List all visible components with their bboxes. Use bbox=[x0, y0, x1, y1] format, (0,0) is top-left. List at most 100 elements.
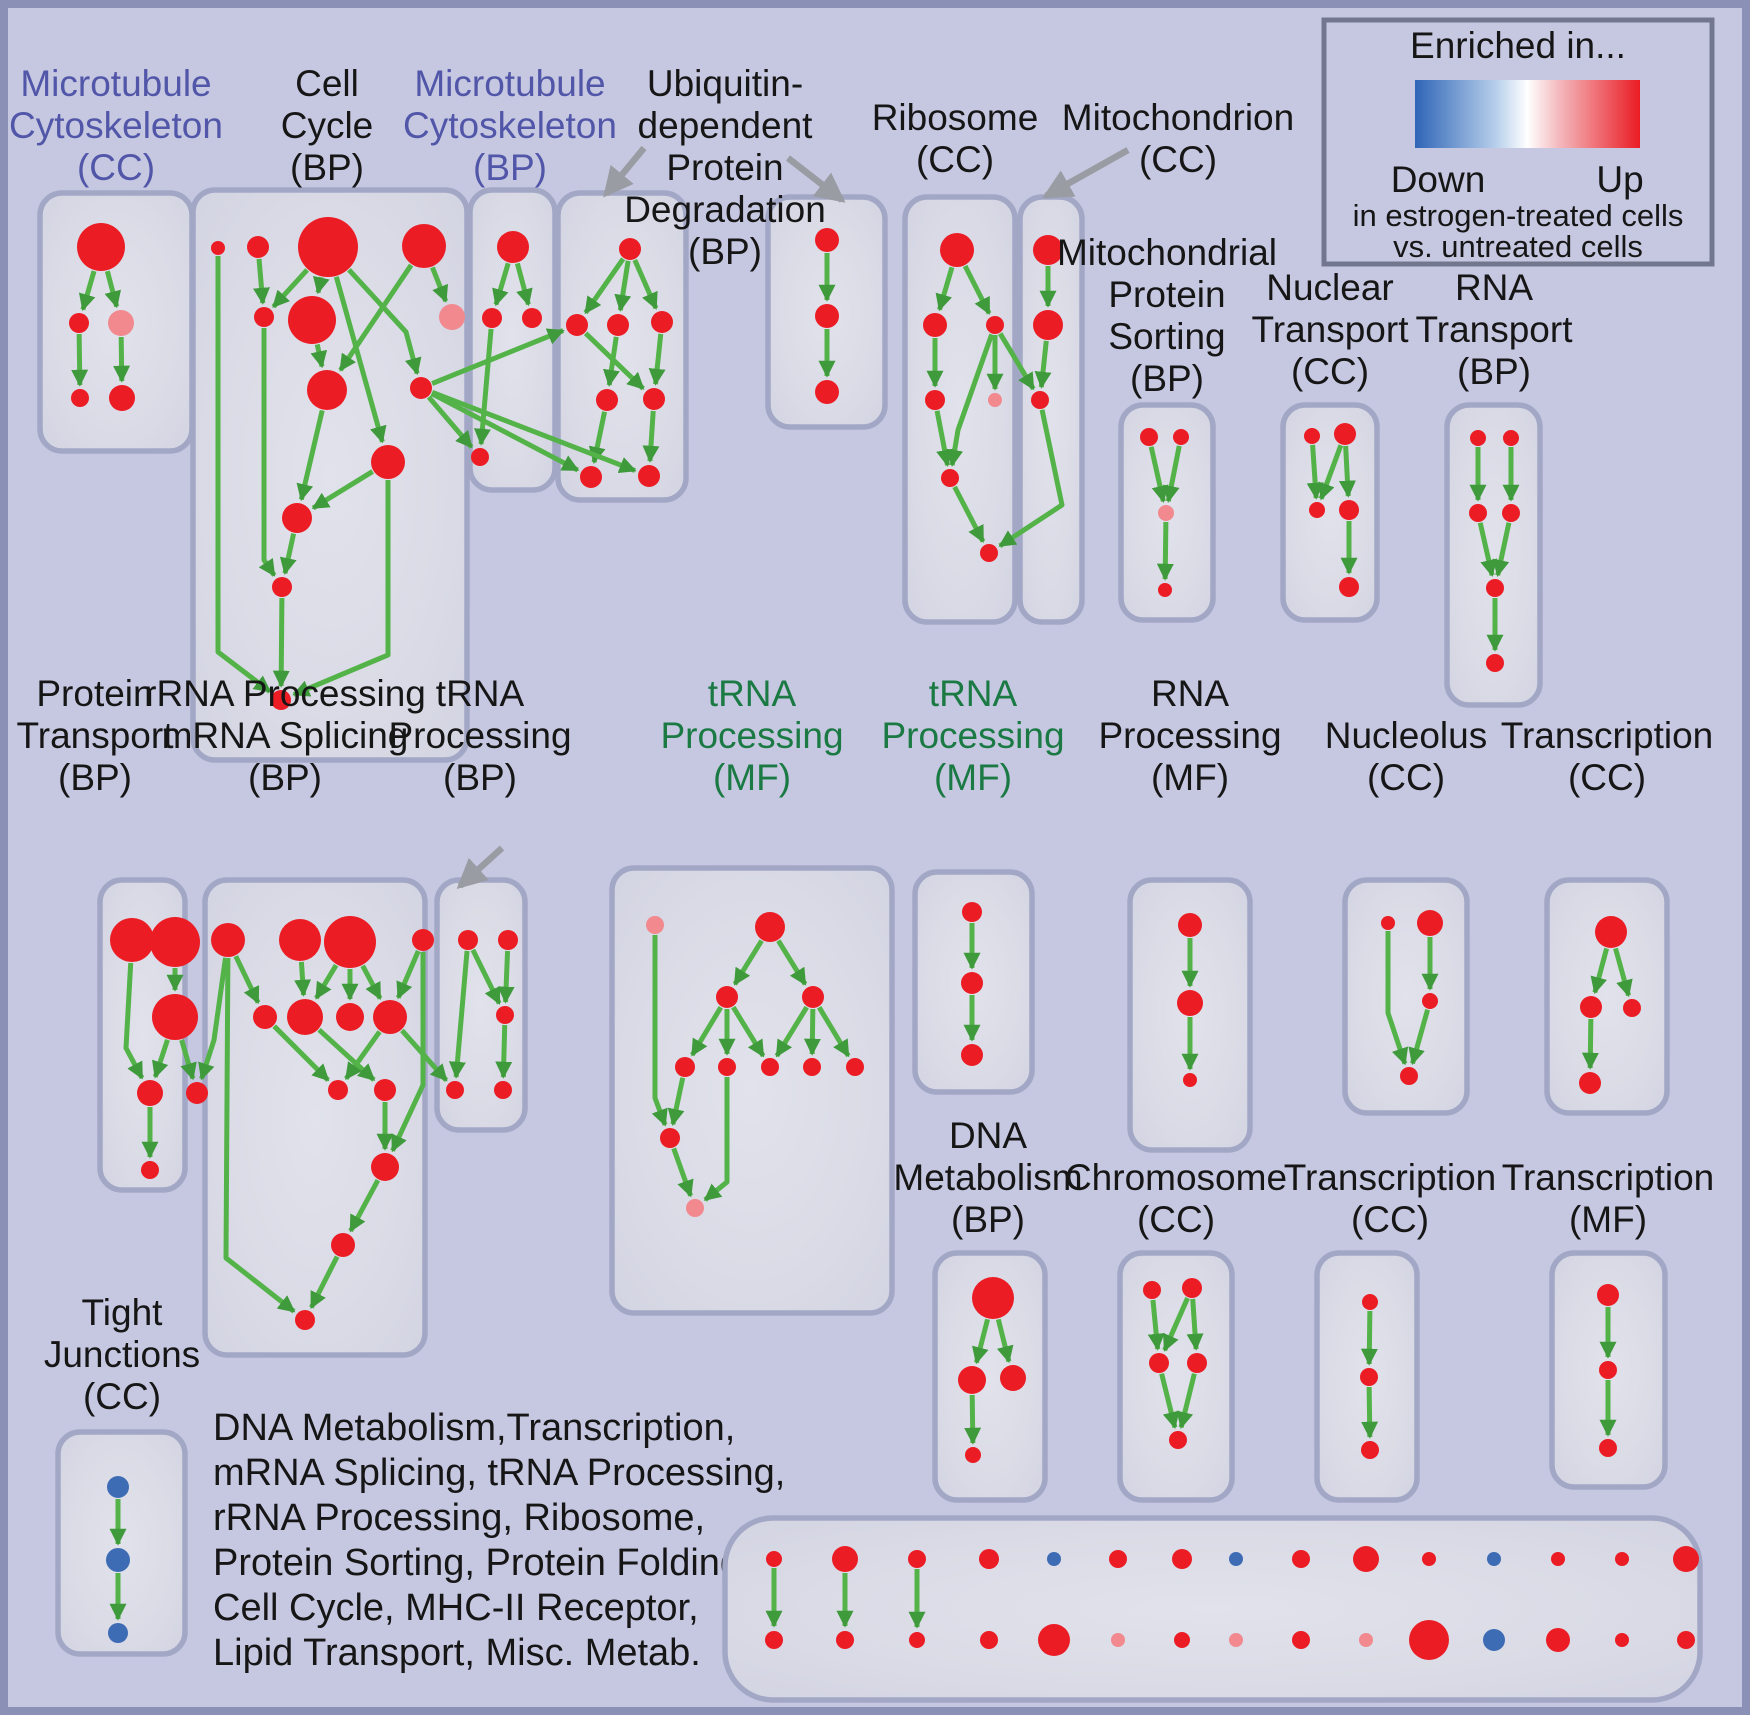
cluster-rna-transport bbox=[1444, 402, 1543, 708]
cluster-tight-junctions bbox=[55, 1429, 188, 1657]
edge-arrow bbox=[333, 276, 387, 444]
go-term-node bbox=[137, 1080, 163, 1106]
edge-arrow bbox=[776, 939, 808, 986]
edge-arrow bbox=[817, 1006, 851, 1058]
go-term-node bbox=[965, 1447, 981, 1463]
edge-arrow bbox=[514, 262, 533, 307]
go-term-node bbox=[298, 217, 358, 277]
go-term-node bbox=[77, 223, 125, 271]
cluster-nucleolus bbox=[1342, 877, 1470, 1116]
cluster-label-line: (BP) bbox=[473, 147, 547, 188]
go-term-node bbox=[1038, 1624, 1070, 1656]
edge-arrow bbox=[347, 268, 422, 376]
go-term-node bbox=[1031, 391, 1049, 409]
edge-arrow bbox=[253, 258, 270, 305]
edge-arrow bbox=[962, 264, 992, 315]
edge-arrow bbox=[732, 939, 764, 986]
edge-arrow bbox=[1306, 444, 1324, 500]
cluster-label-rna-processing-mf: RNA Processing (MF) bbox=[1098, 673, 1281, 798]
cluster-ubiquitin-degradation bbox=[555, 190, 689, 503]
go-term-node bbox=[646, 916, 664, 934]
go-term-node bbox=[141, 1161, 159, 1179]
go-term-node bbox=[909, 1632, 925, 1648]
cluster-label-ubiquitin-degradation: Ubiquitin-dependent Protein Degradation (BP… bbox=[624, 63, 826, 272]
go-term-node bbox=[271, 690, 291, 710]
go-term-node bbox=[580, 466, 602, 488]
go-term-node bbox=[643, 388, 665, 410]
legend-up-label: Up bbox=[1596, 159, 1643, 200]
go-term-node bbox=[836, 1631, 854, 1649]
cluster-label-line: Transport bbox=[17, 715, 175, 756]
cluster-label-line: (CC) bbox=[1291, 351, 1369, 392]
go-term-node bbox=[494, 1081, 512, 1099]
edge-arrow bbox=[311, 469, 374, 511]
go-term-node bbox=[1143, 1281, 1161, 1299]
cluster-label-line: (BP) bbox=[443, 757, 517, 798]
cluster-label-chromosome: Chromosome (CC) bbox=[1065, 1157, 1287, 1240]
edge-arrow bbox=[492, 262, 511, 307]
go-term-node bbox=[1000, 1365, 1026, 1391]
cluster-label-line: tRNA bbox=[436, 673, 525, 714]
go-term-node bbox=[1470, 430, 1486, 446]
cluster-label-line: DNA bbox=[949, 1115, 1027, 1156]
go-term-node bbox=[815, 380, 839, 404]
edge-arrow bbox=[1360, 1310, 1378, 1366]
go-term-node bbox=[1486, 579, 1504, 597]
edge-arrow bbox=[431, 328, 565, 386]
go-term-node bbox=[331, 1233, 355, 1257]
cluster-box bbox=[609, 865, 895, 1316]
edge-arrow bbox=[1186, 1298, 1204, 1351]
cluster-label-line: (CC) bbox=[77, 147, 155, 188]
edge-arrow bbox=[1162, 1297, 1190, 1352]
edge-arrow bbox=[215, 256, 272, 694]
go-term-node bbox=[923, 313, 947, 337]
cluster-label-line: Metabolism bbox=[893, 1157, 1082, 1198]
edge-arrow bbox=[1176, 1373, 1197, 1430]
cluster-label-line: Microtubule bbox=[20, 63, 211, 104]
cluster-label-line: Junctions bbox=[44, 1334, 200, 1375]
go-term-node bbox=[522, 308, 542, 328]
cluster-label-mitochondrion: Mitochondrion (CC) bbox=[1062, 97, 1294, 180]
go-term-node bbox=[660, 1128, 680, 1148]
cluster-label-ribosome: Ribosome (CC) bbox=[872, 97, 1039, 180]
go-term-node bbox=[1422, 1552, 1436, 1566]
legend-title: Enriched in... bbox=[1410, 25, 1626, 66]
go-term-node bbox=[1487, 1552, 1501, 1566]
cluster-box bbox=[555, 190, 689, 503]
go-term-node bbox=[1353, 1546, 1379, 1572]
go-term-node bbox=[925, 390, 945, 410]
go-term-node bbox=[458, 930, 478, 950]
go-term-node bbox=[1483, 1629, 1505, 1651]
edge-arrow bbox=[344, 1030, 382, 1081]
go-term-node bbox=[211, 923, 245, 957]
edge-arrow bbox=[1492, 522, 1512, 577]
go-term-node bbox=[1361, 1441, 1379, 1459]
edge-arrow bbox=[995, 1318, 1014, 1364]
edge-arrow bbox=[123, 962, 145, 1080]
go-term-node bbox=[482, 308, 502, 328]
go-term-node bbox=[272, 577, 292, 597]
go-term-node bbox=[619, 238, 641, 260]
cluster-label-line: RNA bbox=[1455, 267, 1533, 308]
go-term-node bbox=[1334, 423, 1356, 445]
cluster-label-nucleolus: Nucleolus (CC) bbox=[1325, 715, 1487, 798]
cluster-box bbox=[1544, 877, 1670, 1116]
go-term-node bbox=[211, 241, 225, 255]
edge-arrow bbox=[292, 480, 391, 697]
cluster-label-line: Transport bbox=[1416, 309, 1574, 350]
go-term-node bbox=[402, 224, 446, 268]
cluster-label-cell-cycle: Cell Cycle (BP) bbox=[281, 63, 374, 188]
cluster-label-micro-bp: Microtubule Cytoskeleton (BP) bbox=[403, 63, 617, 188]
cluster-label-line: (CC) bbox=[1367, 757, 1445, 798]
go-term-node bbox=[254, 307, 274, 327]
go-term-node bbox=[186, 1082, 208, 1104]
go-term-node bbox=[1486, 654, 1504, 672]
edge-arrow bbox=[614, 260, 632, 312]
cluster-label-dna-metabolism: DNA Metabolism (BP) bbox=[893, 1115, 1082, 1240]
cluster-label-line: Chromosome bbox=[1065, 1157, 1287, 1198]
cluster-box bbox=[1280, 402, 1380, 623]
go-term-node bbox=[716, 986, 738, 1008]
edge-arrow bbox=[648, 333, 666, 386]
label-pointer-arrow bbox=[456, 845, 505, 890]
cluster-label-nuclear-transport: Nuclear Transport (CC) bbox=[1252, 267, 1410, 392]
